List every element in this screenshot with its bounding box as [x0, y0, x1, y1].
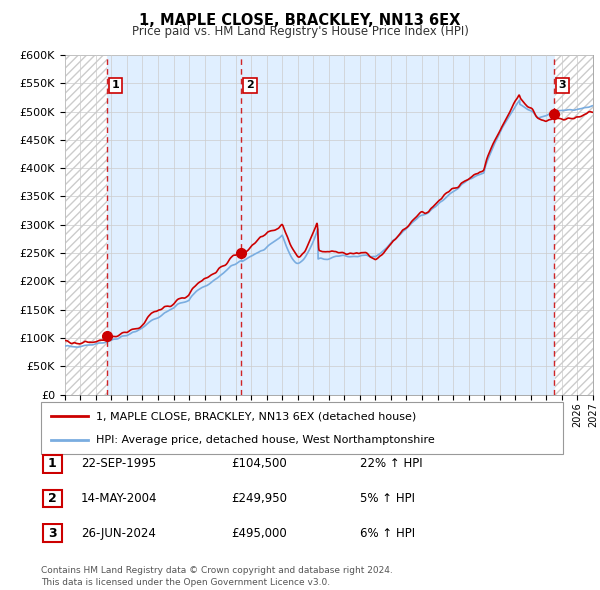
Text: 2: 2 [246, 80, 254, 90]
Text: £495,000: £495,000 [231, 527, 287, 540]
FancyBboxPatch shape [41, 402, 563, 454]
Text: 1: 1 [48, 457, 56, 470]
FancyBboxPatch shape [43, 525, 62, 542]
Text: Price paid vs. HM Land Registry's House Price Index (HPI): Price paid vs. HM Land Registry's House … [131, 25, 469, 38]
Text: 5% ↑ HPI: 5% ↑ HPI [360, 492, 415, 505]
Text: 2: 2 [48, 492, 56, 505]
Text: 1, MAPLE CLOSE, BRACKLEY, NN13 6EX: 1, MAPLE CLOSE, BRACKLEY, NN13 6EX [139, 13, 461, 28]
Text: £249,950: £249,950 [231, 492, 287, 505]
Text: 14-MAY-2004: 14-MAY-2004 [81, 492, 157, 505]
Text: 3: 3 [48, 527, 56, 540]
Text: 22% ↑ HPI: 22% ↑ HPI [360, 457, 422, 470]
Bar [65, 55, 107, 395]
Text: HPI: Average price, detached house, West Northamptonshire: HPI: Average price, detached house, West… [95, 435, 434, 445]
Text: 22-SEP-1995: 22-SEP-1995 [81, 457, 156, 470]
FancyBboxPatch shape [43, 455, 62, 473]
Bar [554, 55, 593, 395]
Text: 1: 1 [112, 80, 119, 90]
Text: 1, MAPLE CLOSE, BRACKLEY, NN13 6EX (detached house): 1, MAPLE CLOSE, BRACKLEY, NN13 6EX (deta… [95, 411, 416, 421]
Text: 26-JUN-2024: 26-JUN-2024 [81, 527, 156, 540]
Text: 3: 3 [559, 80, 566, 90]
Text: £104,500: £104,500 [231, 457, 287, 470]
Text: Contains HM Land Registry data © Crown copyright and database right 2024.
This d: Contains HM Land Registry data © Crown c… [41, 566, 392, 587]
FancyBboxPatch shape [43, 490, 62, 507]
Text: 6% ↑ HPI: 6% ↑ HPI [360, 527, 415, 540]
